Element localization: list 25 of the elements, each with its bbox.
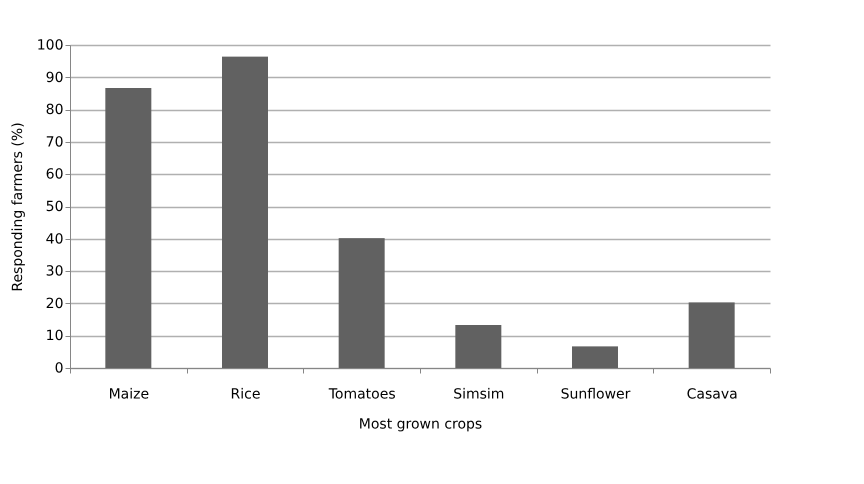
x-tick-label: Simsim xyxy=(453,386,504,402)
y-tick-label: 20 xyxy=(46,296,64,312)
y-axis-title: Responding farmers (%) xyxy=(10,122,26,292)
bar xyxy=(455,325,502,368)
x-tick-label: Tomatoes xyxy=(328,386,396,402)
y-tick-label: 40 xyxy=(46,231,64,248)
y-tick-label: 90 xyxy=(46,70,64,86)
x-tick-label: Rice xyxy=(230,386,260,402)
bar xyxy=(105,88,152,368)
bar xyxy=(572,346,618,368)
y-tick-label: 10 xyxy=(46,328,64,344)
x-tick-label: Maize xyxy=(108,386,150,402)
x-tick-label: Casava xyxy=(686,386,738,402)
x-axis-title: Most grown crops xyxy=(358,416,482,432)
y-tick-label: 80 xyxy=(46,102,64,118)
y-tick-label: 70 xyxy=(46,134,64,150)
bar xyxy=(338,238,385,368)
bar xyxy=(688,302,735,368)
x-tick-label: Sunflower xyxy=(560,386,631,402)
bar xyxy=(222,56,268,368)
y-tick-label: 50 xyxy=(46,199,64,215)
y-tick-label: 100 xyxy=(36,38,64,54)
y-tick-label: 0 xyxy=(54,360,64,376)
y-tick-label: 30 xyxy=(46,264,64,280)
y-tick-label: 60 xyxy=(46,166,64,183)
